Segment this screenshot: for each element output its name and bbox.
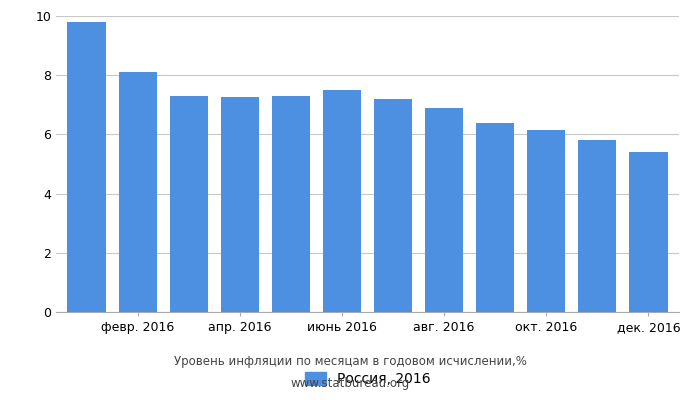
Bar — [272, 96, 310, 312]
Bar — [578, 140, 617, 312]
Bar — [323, 90, 361, 312]
Bar — [220, 97, 259, 312]
Bar — [169, 96, 208, 312]
Text: www.statbureau.org: www.statbureau.org — [290, 378, 410, 390]
Bar — [476, 122, 514, 312]
Bar — [374, 99, 412, 312]
Bar — [629, 152, 668, 312]
Bar — [118, 72, 157, 312]
Text: Уровень инфляции по месяцам в годовом исчислении,%: Уровень инфляции по месяцам в годовом ис… — [174, 356, 526, 368]
Bar — [425, 108, 463, 312]
Legend: Россия, 2016: Россия, 2016 — [304, 372, 430, 386]
Bar — [527, 130, 566, 312]
Bar — [67, 22, 106, 312]
